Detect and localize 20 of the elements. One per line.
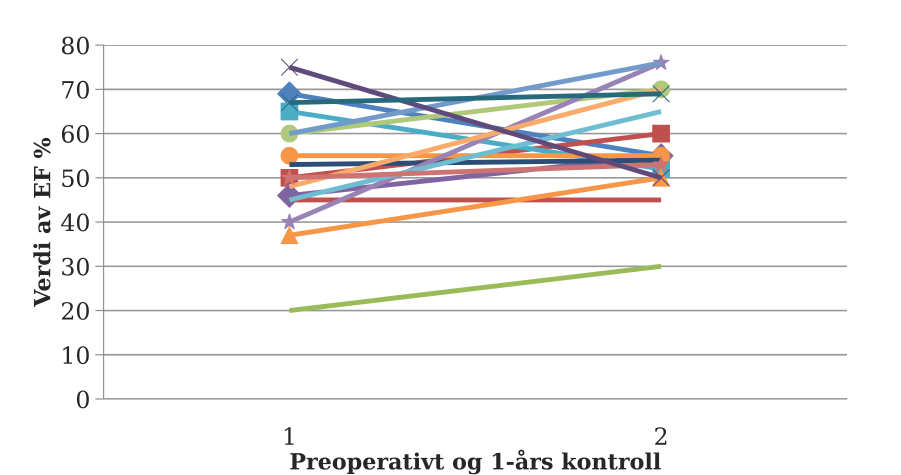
x-axis-title: Preoperativt og 1-års kontroll [290,450,661,474]
y-tick-label: 10 [63,346,89,364]
point [280,226,298,244]
y-tick-label: 0 [76,390,89,408]
y-tick-label: 20 [62,302,89,320]
point [652,124,670,142]
point [652,156,670,172]
y-tick-label: 30 [62,258,89,276]
y-tick-label: 80 [62,36,89,54]
y-tick-label: 70 [62,80,89,99]
point [280,146,298,165]
point [652,84,670,103]
point [280,58,298,76]
x-tick-label: 1 [284,427,294,445]
y-tick-label: 40 [61,214,89,232]
y-tick-label: 60 [62,125,89,143]
x-tick-label: 2 [655,427,666,445]
y-tick-label: 50 [62,169,89,188]
point [280,94,298,112]
y-axis-title: Verdi av EF % [33,138,51,307]
